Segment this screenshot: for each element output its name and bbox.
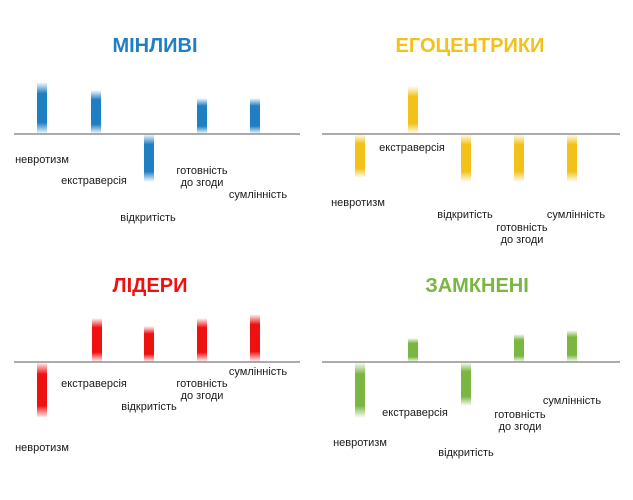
bar-egotsentryky-1 [355,134,365,178]
bar-egotsentryky-2 [408,86,418,134]
tick-label-lidery-1: невротизм [15,442,69,454]
tick-label-zamkneni-5: сумлінність [543,395,601,407]
bar-minlyvi-4 [197,98,207,134]
tick-label-minlyvi-4: готовність до згоди [176,165,228,189]
tick-label-egotsentryky-5: сумлінність [547,209,605,221]
bar-zamkneni-3 [461,362,471,406]
chart-title-egotsentryky: ЕГОЦЕНТРИКИ [396,35,545,57]
tick-label-lidery-4: готовність до згоди [176,378,228,402]
tick-label-egotsentryky-2: екстраверсія [379,142,445,154]
tick-label-lidery-3: відкритість [121,401,177,413]
chart-title-zamkneni: ЗАМКНЕНІ [425,275,529,297]
tick-label-egotsentryky-3: відкритість [437,209,493,221]
tick-label-egotsentryky-4: готовність до згоди [496,222,548,246]
tick-label-zamkneni-1: невротизм [333,437,387,449]
bar-lidery-2 [92,318,102,362]
bar-minlyvi-3 [144,134,154,182]
bar-zamkneni-1 [355,362,365,418]
bar-egotsentryky-5 [567,134,577,182]
tick-label-minlyvi-1: невротизм [15,154,69,166]
bar-lidery-4 [197,318,207,362]
bar-zamkneni-4 [514,334,524,362]
bar-minlyvi-2 [91,90,101,134]
bar-lidery-5 [250,314,260,362]
bar-egotsentryky-4 [514,134,524,182]
chart-title-minlyvi: МІНЛИВІ [112,35,197,57]
bar-lidery-3 [144,326,154,362]
tick-label-egotsentryky-1: невротизм [331,197,385,209]
tick-label-lidery-2: екстраверсія [61,378,127,390]
bar-egotsentryky-3 [461,134,471,182]
tick-label-minlyvi-3: відкритість [120,212,176,224]
tick-label-zamkneni-4: готовність до згоди [494,409,546,433]
chart-title-lidery: ЛІДЕРИ [113,275,188,297]
tick-label-minlyvi-5: сумлінність [229,189,287,201]
tick-label-lidery-5: сумлінність [229,366,287,378]
tick-label-zamkneni-3: відкритість [438,447,494,459]
bar-lidery-1 [37,362,47,418]
tick-label-minlyvi-2: екстраверсія [61,175,127,187]
tick-label-zamkneni-2: екстраверсія [382,407,448,419]
bar-zamkneni-5 [567,330,577,362]
bar-minlyvi-5 [250,98,260,134]
bar-minlyvi-1 [37,82,47,134]
bar-zamkneni-2 [408,338,418,362]
